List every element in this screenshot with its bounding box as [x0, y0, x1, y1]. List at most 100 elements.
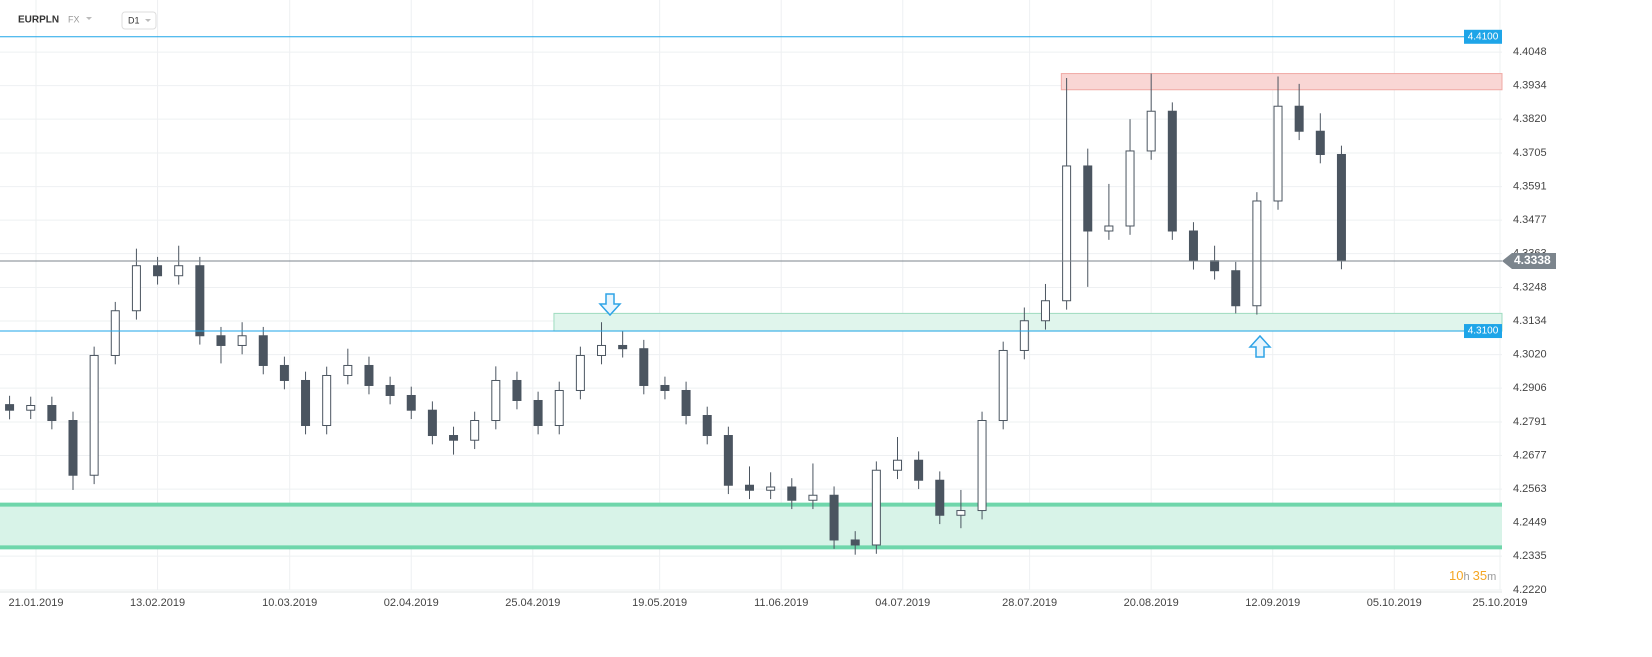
candle-body — [723, 435, 733, 486]
candle-body — [195, 265, 205, 337]
y-tick-label: 4.2335 — [1513, 550, 1547, 562]
candle-body — [1146, 110, 1156, 152]
zone — [0, 504, 1502, 548]
candle-body — [68, 420, 78, 476]
level-label-box — [1464, 29, 1502, 44]
candle-body — [1294, 105, 1304, 132]
countdown: 10h 35m — [1449, 568, 1496, 583]
candle-body — [1040, 300, 1050, 322]
candle-body — [385, 384, 395, 396]
candle-body — [787, 486, 797, 501]
candle-body — [702, 415, 712, 437]
candle-body — [956, 510, 966, 516]
candle-body — [1083, 165, 1093, 232]
y-tick-label: 4.2791 — [1513, 416, 1547, 428]
interval[interactable]: D1 — [128, 15, 140, 25]
zones — [0, 73, 1503, 550]
last-price-label: 4.3338 — [1514, 253, 1551, 267]
candle-body — [766, 486, 776, 491]
x-tick-label: 02.04.2019 — [384, 597, 439, 609]
candle-body — [153, 265, 163, 277]
candle-body — [5, 404, 15, 411]
y-tick-label: 4.4048 — [1513, 46, 1547, 58]
x-tick-label: 25.04.2019 — [505, 597, 560, 609]
zone — [1060, 73, 1503, 91]
last-price-tag — [1502, 253, 1556, 270]
up-arrow — [1248, 334, 1272, 358]
y-tick-label: 4.2220 — [1513, 584, 1547, 596]
candle-body — [1125, 150, 1135, 227]
y-tick-label: 4.3477 — [1513, 214, 1547, 226]
candle-body — [681, 389, 691, 417]
candle-body — [745, 484, 755, 491]
candles — [5, 73, 1346, 555]
candle-body — [935, 479, 945, 516]
candle-body — [533, 399, 543, 427]
candle-body — [1273, 105, 1283, 202]
y-tick-label: 4.2677 — [1513, 449, 1547, 461]
candle-body — [871, 469, 881, 546]
interval-box[interactable] — [121, 11, 157, 30]
candle-body — [829, 494, 839, 541]
candle-body — [1210, 260, 1220, 272]
candle-body — [1252, 200, 1262, 307]
y-tick-label: 4.3591 — [1513, 180, 1547, 192]
candle-body — [110, 310, 120, 356]
x-tick-label: 12.09.2019 — [1245, 597, 1300, 609]
x-tick-label: 11.06.2019 — [754, 597, 808, 609]
x-tick-label: 28.07.2019 — [1002, 597, 1057, 609]
candle-body — [26, 404, 36, 411]
y-tick-label: 4.3820 — [1513, 113, 1547, 125]
candle-body — [216, 335, 226, 346]
candle-body — [343, 364, 353, 376]
y-tick-label: 4.3705 — [1513, 147, 1547, 159]
y-tick-label: 4.2906 — [1513, 382, 1547, 394]
x-tick-label: 20.08.2019 — [1124, 597, 1179, 609]
candle-body — [998, 349, 1008, 422]
candle-body — [258, 335, 268, 366]
x-tick-label: 05.10.2019 — [1367, 597, 1422, 609]
candle-body — [892, 459, 902, 471]
candle-body — [554, 389, 564, 427]
candle-body — [618, 344, 628, 350]
x-tick-label: 04.07.2019 — [875, 597, 930, 609]
candle-body — [131, 265, 141, 312]
candle-body — [470, 420, 480, 441]
symbol[interactable]: EURPLN — [18, 15, 59, 26]
candle-body — [597, 344, 607, 356]
y-tick-label: 4.3248 — [1513, 281, 1547, 293]
x-tick-label: 13.02.2019 — [130, 597, 185, 609]
candle-body — [977, 420, 987, 512]
candle-body — [301, 379, 311, 427]
candle-body — [1336, 153, 1346, 262]
candle-body — [1188, 230, 1198, 262]
y-tick-label: 4.3934 — [1513, 80, 1547, 92]
candle-body — [449, 435, 459, 441]
dropdown-icon[interactable] — [145, 19, 151, 22]
candle-body — [512, 379, 522, 401]
level-label: 4.3100 — [1468, 326, 1499, 337]
down-arrow — [598, 293, 622, 317]
dropdown-icon[interactable] — [86, 17, 92, 20]
grid — [0, 0, 1502, 593]
candle-body — [639, 348, 649, 386]
candle-body — [808, 494, 818, 501]
market: FX — [68, 14, 80, 24]
candle-body — [1062, 165, 1072, 302]
candle-body — [1315, 130, 1325, 155]
x-tick-label: 19.05.2019 — [632, 597, 687, 609]
level-label: 4.4100 — [1468, 31, 1499, 42]
x-tick-label: 21.01.2019 — [8, 597, 63, 609]
overlay: 4.4100 4.3100 — [0, 29, 1502, 339]
level-label-box — [1464, 324, 1502, 339]
candle-body — [1104, 225, 1114, 232]
candle-body — [89, 354, 99, 476]
y-tick-label: 4.2563 — [1513, 483, 1547, 495]
candle-body — [850, 539, 860, 546]
candle-body — [575, 354, 585, 391]
candle-body — [279, 364, 289, 381]
candle-body — [322, 374, 332, 427]
candle-body — [427, 409, 437, 437]
candle-body — [491, 379, 501, 422]
